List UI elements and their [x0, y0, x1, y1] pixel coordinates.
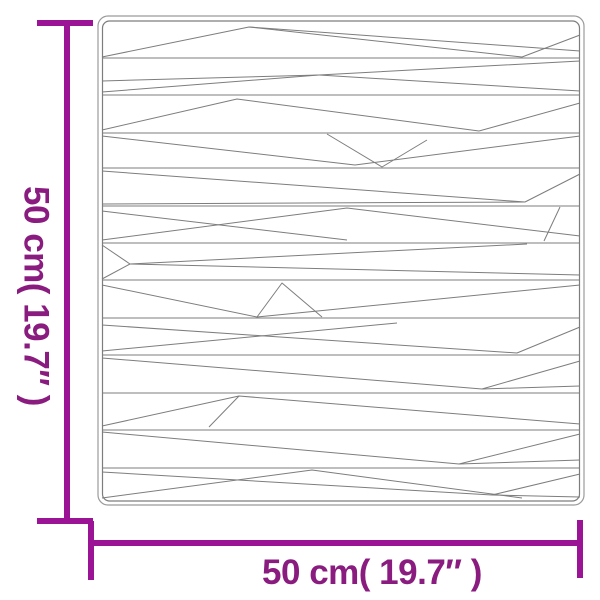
pattern-facet-line [101, 471, 581, 496]
pattern-facet-line [101, 395, 581, 427]
width-dimension-label: 50 cm( 19.7″ ) [262, 553, 482, 592]
pattern-facet-line [491, 494, 581, 498]
pattern-facet-line [101, 357, 581, 390]
pattern-facet-line [101, 284, 581, 318]
width-dimension-line [90, 540, 582, 546]
pattern-facet-line [101, 201, 526, 205]
pattern-facet-line [318, 74, 581, 92]
height-dimension-cap-top [37, 20, 93, 26]
pattern-facet-line [101, 324, 581, 354]
pattern-facet-line [256, 282, 323, 318]
pattern-facet-line [101, 244, 131, 280]
panel-edge [97, 15, 585, 506]
pattern-facet-line [208, 395, 240, 428]
pattern-facet-line [543, 206, 561, 242]
pattern-facet-line [101, 322, 398, 352]
pattern-facet-line [458, 459, 581, 465]
panel-edge [101, 20, 581, 502]
pattern-facet-line [101, 469, 523, 499]
stone-pattern-svg [97, 15, 585, 506]
width-dimension-cap-left [88, 521, 94, 580]
height-dimension-line [64, 20, 70, 524]
pattern-facet-line [248, 26, 581, 52]
pattern-facet-line [101, 135, 581, 166]
height-dimension-cap-bottom [37, 518, 93, 524]
height-dimension-label: 50 cm( 19.7″ ) [16, 186, 56, 406]
pattern-facet-line [129, 243, 528, 265]
pattern-facet-line [326, 133, 428, 168]
pattern-facet-line [101, 207, 581, 241]
pattern-facet-line [101, 210, 348, 241]
pattern-facet-line [521, 34, 581, 58]
width-dimension-cap-right [577, 520, 583, 578]
pattern-facet-line [101, 431, 581, 465]
pattern-facet-line [101, 170, 581, 203]
pattern-facet-line [101, 74, 320, 82]
pattern-facet-line [478, 102, 581, 132]
pattern-facet-line [101, 98, 480, 132]
pattern-facet-line [129, 263, 581, 276]
wall-panel-illustration [97, 15, 585, 506]
pattern-facet-line [481, 385, 581, 390]
